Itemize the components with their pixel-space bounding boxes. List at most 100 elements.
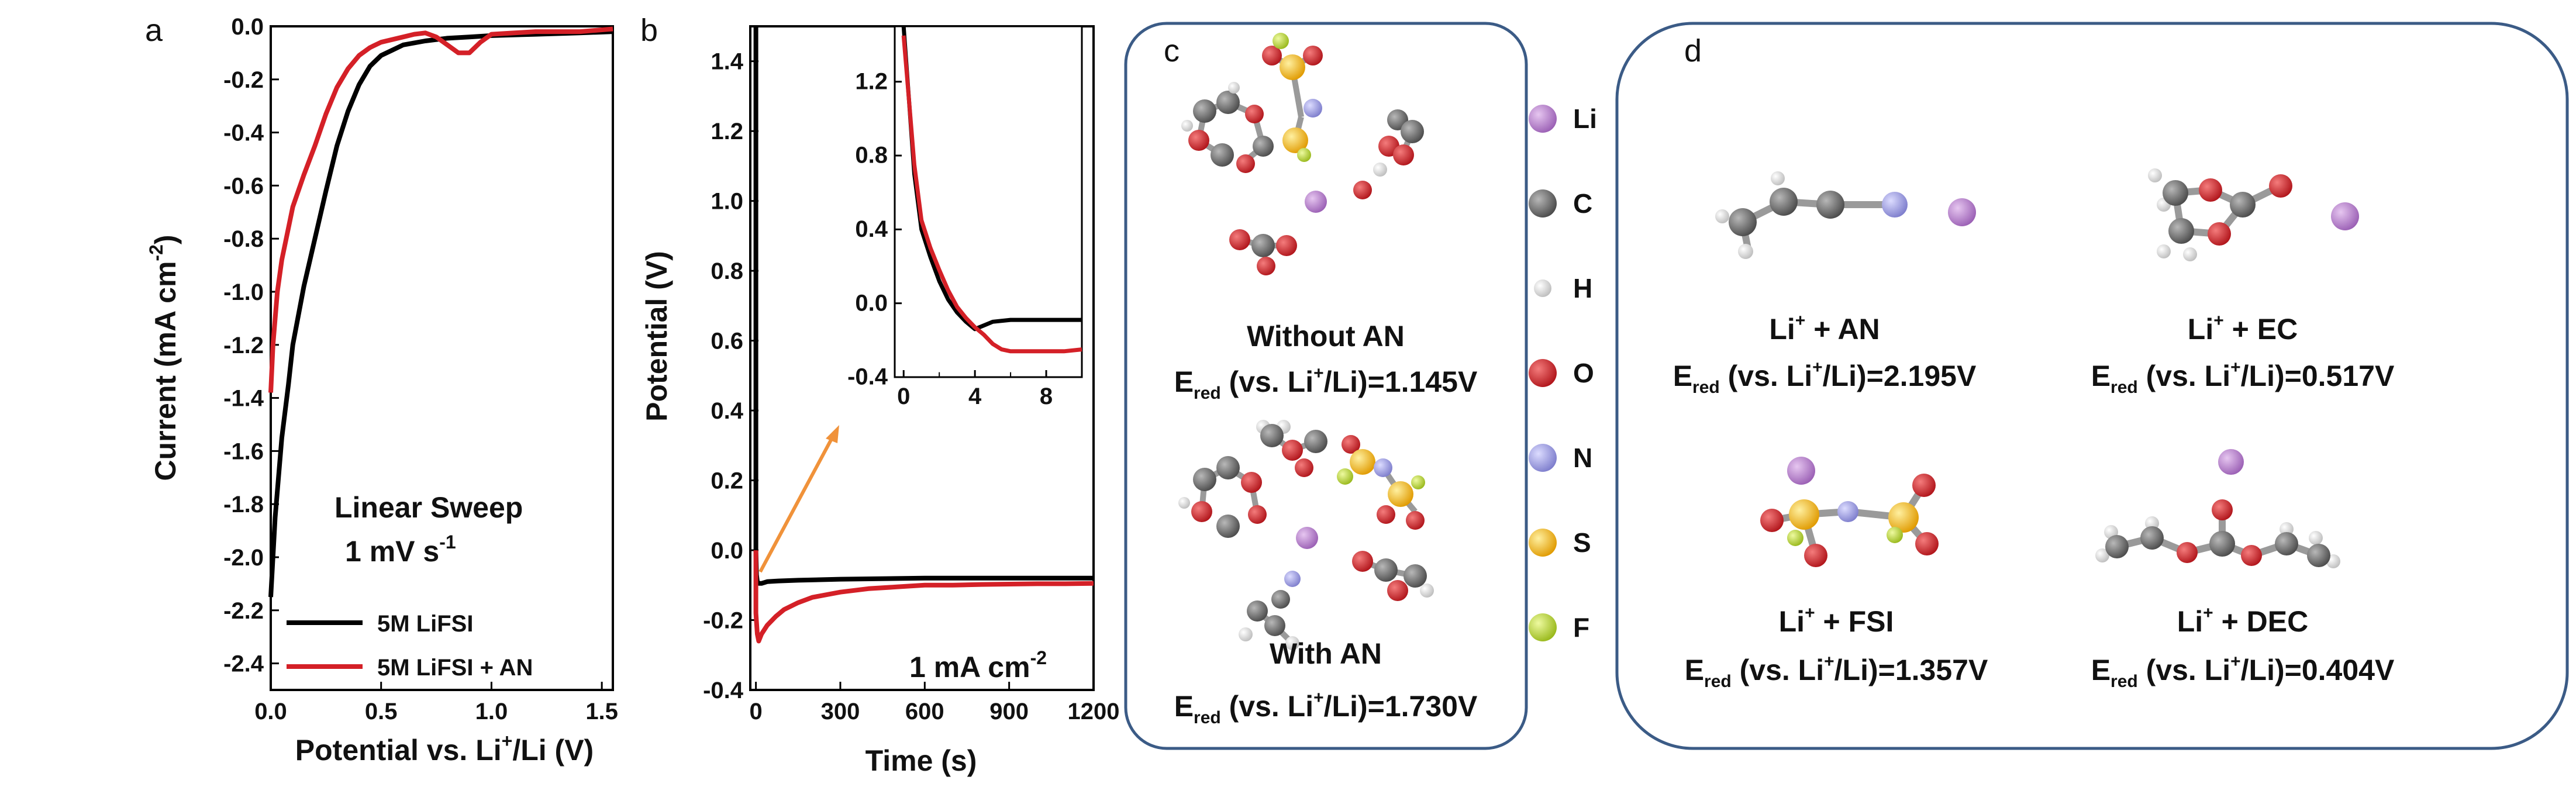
panel-a: a 0.0 -0.2 -0.4 -0.6 -0.8 -1.0 -1.2 -1.4 -1.6 -1.… (145, 13, 618, 767)
x-tick-label: 1.0 (475, 699, 508, 724)
atom-legend-swatch-li (1529, 105, 1557, 133)
panel-b-y-ticks: -0.4 -0.2 0.0 0.2 0.4 0.6 0.8 1.0 1.2 1.4 (703, 49, 758, 703)
panel-b-x-ticks: 0 300 600 900 1200 (749, 682, 1119, 724)
y-tick-label: 0.0 (855, 290, 888, 316)
y-tick-label: 0.8 (855, 143, 888, 168)
panel-a-y-ticks: 0.0 -0.2 -0.4 -0.6 -0.8 -1.0 -1.2 -1.4 -1.6 -1.8 -… (223, 14, 279, 677)
y-tick-label: -1.6 (223, 439, 264, 464)
atom-legend-label-li: Li (1573, 103, 1597, 134)
x-tick-label: 0 (749, 699, 762, 724)
panel-b-x-axis-label: Time (s) (865, 744, 977, 777)
panel-a-annotation-rate: 1 mV s-1 (345, 531, 456, 568)
molecule-li-dec (2095, 449, 2340, 568)
atom-legend-swatch-h (1534, 279, 1551, 297)
atom-legend-swatch-n (1529, 444, 1557, 472)
x-tick-label: 300 (821, 699, 860, 724)
y-tick-label: 0.0 (231, 14, 264, 40)
x-tick-label: 8 (1040, 384, 1053, 409)
panel-d-title-ec: Li+ + EC (2188, 311, 2298, 346)
y-tick-label: -1.8 (223, 492, 264, 517)
panel-b: b -0.4 -0.2 0.0 0.2 0.4 0.6 0.8 1.0 1.2 1.4 0 300 6… (640, 13, 1119, 777)
molecule-li-an (1715, 171, 1976, 259)
y-tick-label: 0.4 (711, 398, 743, 424)
y-tick-label: -2.2 (223, 598, 264, 624)
panel-label-b: b (640, 13, 658, 48)
panel-c-caption-with-an: With AN (1270, 637, 1382, 670)
y-tick-label: 0.0 (711, 538, 743, 564)
panel-c-energy-with-an: Ered (vs. Li+/Li)=1.730V (1174, 688, 1478, 727)
inset-pointer-arrowhead (826, 425, 839, 443)
panel-label-a: a (145, 13, 163, 48)
y-tick-label: 1.4 (711, 49, 743, 75)
molecule-li-ec (2148, 168, 2359, 261)
x-tick-label: 1.5 (585, 699, 618, 724)
atom-legend-swatch-f (1529, 613, 1557, 641)
panel-d-energy-an: Ered (vs. Li+/Li)=2.195V (1673, 358, 1977, 397)
y-tick-label: -0.4 (223, 120, 264, 146)
x-tick-label: 900 (989, 699, 1029, 724)
atom-legend-swatch-o (1529, 359, 1557, 387)
y-tick-label: -2.4 (223, 651, 264, 677)
inset-pointer-arrow (758, 434, 835, 573)
panel-d-title-fsi: Li+ + FSI (1779, 603, 1894, 638)
panel-label-d: d (1684, 33, 1702, 68)
panel-d-energy-dec: Ered (vs. Li+/Li)=0.404V (2091, 652, 2395, 691)
panel-d-energy-ec: Ered (vs. Li+/Li)=0.517V (2091, 358, 2395, 397)
atom-legend: Li C H O N S F (1529, 103, 1597, 643)
atom-legend-label-s: S (1573, 527, 1591, 558)
legend-label-5m-lifsi-an: 5M LiFSI + AN (377, 655, 533, 681)
molecule-li-fsi (1760, 457, 1939, 567)
panel-c-frame (1124, 22, 1528, 750)
panel-c-energy-without-an: Ered (vs. Li+/Li)=1.145V (1174, 364, 1478, 403)
x-tick-label: 4 (968, 384, 982, 409)
series-line (268, 29, 613, 598)
molecule-cluster-with-an (1178, 420, 1434, 650)
y-tick-label: -1.2 (223, 333, 264, 358)
atom-legend-label-o: O (1573, 358, 1594, 388)
molecule-cluster-without-an (1181, 33, 1424, 275)
panel-c-caption-without-an: Without AN (1247, 320, 1405, 353)
y-tick-label: -1.4 (223, 386, 264, 412)
x-tick-label: 0 (897, 384, 910, 409)
atom-legend-swatch-c (1529, 189, 1557, 218)
x-tick-label: 0.5 (365, 699, 398, 724)
panel-c: c (1124, 22, 1528, 750)
panel-b-annotation-current: 1 mA cm-2 (909, 647, 1047, 684)
y-tick-label: 0.4 (855, 216, 888, 242)
x-tick-label: 0.0 (254, 699, 287, 724)
y-tick-label: 1.2 (711, 119, 743, 144)
panel-a-x-ticks: 0.0 0.5 1.0 1.5 (254, 682, 618, 724)
panel-label-c: c (1164, 33, 1180, 68)
series-line (268, 26, 613, 393)
y-tick-label: -2.0 (223, 545, 264, 571)
series-line (753, 550, 1094, 644)
series-line (901, 35, 1082, 354)
panel-d: d Li+ + AN Ered (vs. Li+/Li)=2.195V (1615, 22, 2569, 750)
panel-a-x-axis-label: Potential vs. Li+/Li (V) (295, 730, 594, 767)
y-tick-label: -0.2 (703, 608, 743, 634)
atom-legend-label-n: N (1573, 443, 1592, 473)
panel-a-annotation-sweep: Linear Sweep (334, 491, 523, 524)
legend-label-5m-lifsi: 5M LiFSI (377, 611, 473, 637)
inset-x-ticks: 0 4 8 (897, 370, 1053, 409)
panel-b-series (753, 26, 1094, 644)
panel-a-y-axis-label: Current (mA cm-2) (146, 234, 182, 481)
y-tick-label: 0.6 (711, 329, 743, 354)
atom-legend-label-c: C (1573, 188, 1592, 219)
atom-legend-label-h: H (1573, 273, 1592, 303)
inset-y-ticks: -0.4 0.0 0.4 0.8 1.2 (847, 68, 902, 390)
x-tick-label: 1200 (1068, 699, 1120, 724)
y-tick-label: 0.2 (711, 468, 743, 494)
y-tick-label: 1.0 (711, 189, 743, 215)
y-tick-label: -0.4 (703, 678, 744, 703)
y-tick-label: -0.8 (223, 226, 264, 252)
y-tick-label: 1.2 (855, 68, 888, 94)
panel-d-title-dec: Li+ + DEC (2177, 603, 2309, 638)
panel-d-title-an: Li+ + AN (1769, 311, 1880, 346)
panel-d-energy-fsi: Ered (vs. Li+/Li)=1.357V (1685, 652, 1988, 691)
panel-d-frame (1615, 22, 2569, 750)
atom-legend-swatch-s (1529, 529, 1557, 557)
atom-legend-label-f: F (1573, 612, 1589, 643)
y-tick-label: -0.6 (223, 173, 264, 199)
y-tick-label: -0.4 (847, 364, 888, 390)
